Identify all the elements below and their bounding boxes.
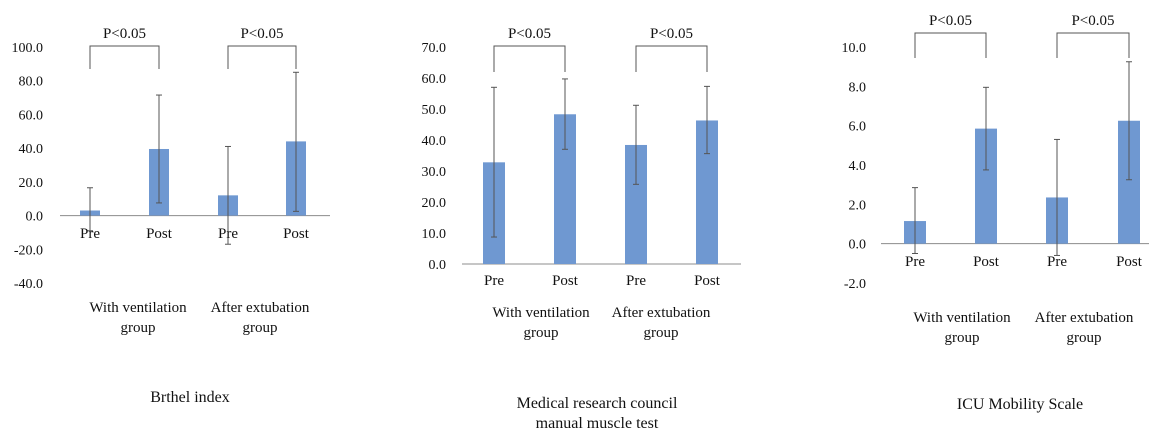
significance-bracket: [1056, 32, 1130, 58]
bar: [554, 114, 576, 265]
y-tick-label: 40.0: [19, 142, 44, 157]
significance-label: P<0.05: [240, 26, 283, 42]
y-tick-label: 30.0: [422, 165, 447, 180]
bar: [696, 120, 718, 264]
group-label: After extubation: [211, 300, 310, 316]
group-label: With ventilation: [89, 300, 187, 316]
x-category-label: Post: [973, 254, 1000, 270]
chart-panel-2: 70.0 60.0 50.0 40.0 30.0 20.0 10.0 0.0 Pre Post Pr…: [422, 26, 741, 429]
y-tick-label: 60.0: [19, 108, 44, 123]
significance-label: P<0.05: [929, 13, 972, 29]
chart-panel-3: 10.0 8.0 6.0 4.0 2.0 0.0 -2.0 Pre Post Pre Post Wit…: [842, 13, 1149, 413]
chart-title: Brthel index: [150, 389, 230, 406]
y-tick-label: 0.0: [26, 210, 44, 225]
x-category-label: Pre: [80, 226, 100, 242]
y-tick-label: 20.0: [422, 196, 447, 211]
x-category-label: Pre: [484, 273, 504, 289]
group-label: group: [121, 320, 156, 336]
y-tick-label: 0.0: [849, 238, 867, 253]
bar: [975, 128, 997, 244]
significance-bracket: [227, 45, 297, 69]
y-tick-label: 6.0: [849, 120, 867, 135]
chart-title: manual muscle test: [536, 415, 659, 429]
y-tick-label: -2.0: [844, 277, 866, 292]
y-tick-label: 60.0: [422, 72, 447, 87]
group-label: group: [1067, 330, 1102, 346]
y-tick-label: 50.0: [422, 103, 447, 118]
significance-label: P<0.05: [1071, 13, 1114, 29]
group-label: group: [243, 320, 278, 336]
significance-bracket: [914, 32, 987, 58]
significance-label: P<0.05: [650, 26, 693, 42]
significance-label: P<0.05: [508, 26, 551, 42]
y-tick-label: 10.0: [422, 227, 447, 242]
y-tick-label: 2.0: [849, 198, 867, 213]
x-category-label: Pre: [626, 273, 646, 289]
significance-label: P<0.05: [103, 26, 146, 42]
group-label: With ventilation: [913, 310, 1011, 326]
chart-title: Medical research council: [517, 395, 678, 412]
bar: [1118, 120, 1140, 244]
group-label: group: [945, 330, 980, 346]
group-label: group: [644, 325, 679, 341]
y-tick-label: 0.0: [429, 258, 447, 273]
y-tick-label: -20.0: [14, 243, 43, 258]
y-tick-label: 100.0: [12, 41, 44, 56]
y-tick-label: 20.0: [19, 176, 44, 191]
group-label: group: [524, 325, 559, 341]
x-category-label: Post: [283, 226, 310, 242]
bar: [625, 144, 647, 264]
chart-panel-1: 100.0 80.0 60.0 40.0 20.0 0.0 -20.0 -40.0 Pre Pos…: [12, 26, 330, 406]
x-category-label: Post: [146, 226, 173, 242]
y-tick-label: 40.0: [422, 134, 447, 149]
significance-bracket: [635, 45, 708, 72]
y-tick-label: 8.0: [849, 80, 867, 95]
significance-bracket: [89, 45, 160, 69]
group-label: After extubation: [612, 305, 711, 321]
x-category-label: Post: [552, 273, 579, 289]
x-category-label: Post: [1116, 254, 1143, 270]
x-category-label: Post: [694, 273, 721, 289]
y-tick-label: 70.0: [422, 41, 447, 56]
chart-title: ICU Mobility Scale: [957, 396, 1083, 413]
x-category-label: Pre: [1047, 254, 1067, 270]
y-tick-label: 4.0: [849, 159, 867, 174]
y-tick-label: -40.0: [14, 277, 43, 292]
x-category-label: Pre: [218, 226, 238, 242]
group-label: With ventilation: [492, 305, 590, 321]
x-category-label: Pre: [905, 254, 925, 270]
y-tick-label: 10.0: [842, 41, 867, 56]
y-tick-label: 80.0: [19, 75, 44, 90]
group-label: After extubation: [1035, 310, 1134, 326]
significance-bracket: [493, 45, 566, 72]
